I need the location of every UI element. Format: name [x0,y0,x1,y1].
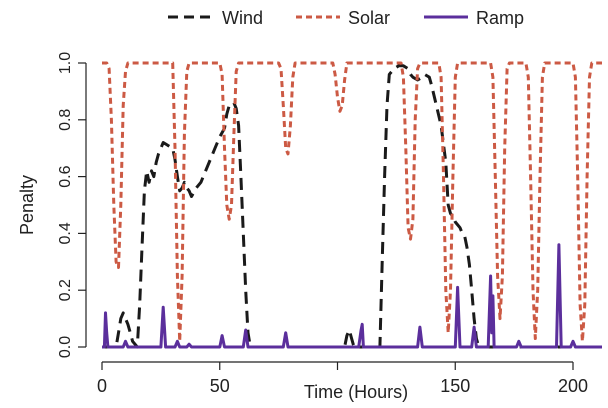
y-tick-label: 0.4 [57,222,74,244]
y-axis-label: Penalty [17,175,37,235]
x-axis-label: Time (Hours) [304,382,408,402]
y-tick-label: 0.2 [57,279,74,301]
y-tick-label: 0.0 [57,336,74,358]
y-tick-label: 0.6 [57,165,74,187]
x-tick-label: 200 [558,376,588,396]
legend-label-ramp: Ramp [476,8,524,28]
x-axis: 0 50 150 200 [97,361,588,396]
y-tick-label: 0.8 [57,109,74,131]
series-line-ramp [102,243,602,349]
legend-label-solar: Solar [348,8,390,28]
x-tick-label: 150 [440,376,470,396]
x-tick-label: 0 [97,376,107,396]
y-axis: 0.0 0.2 0.4 0.6 0.8 1.0 [57,52,87,358]
legend-label-wind: Wind [222,8,263,28]
y-tick-label: 1.0 [57,52,74,74]
series-line-solar [102,61,602,343]
legend: Wind Solar Ramp [168,8,524,28]
x-tick-label: 50 [210,376,230,396]
series-layer [102,61,602,349]
